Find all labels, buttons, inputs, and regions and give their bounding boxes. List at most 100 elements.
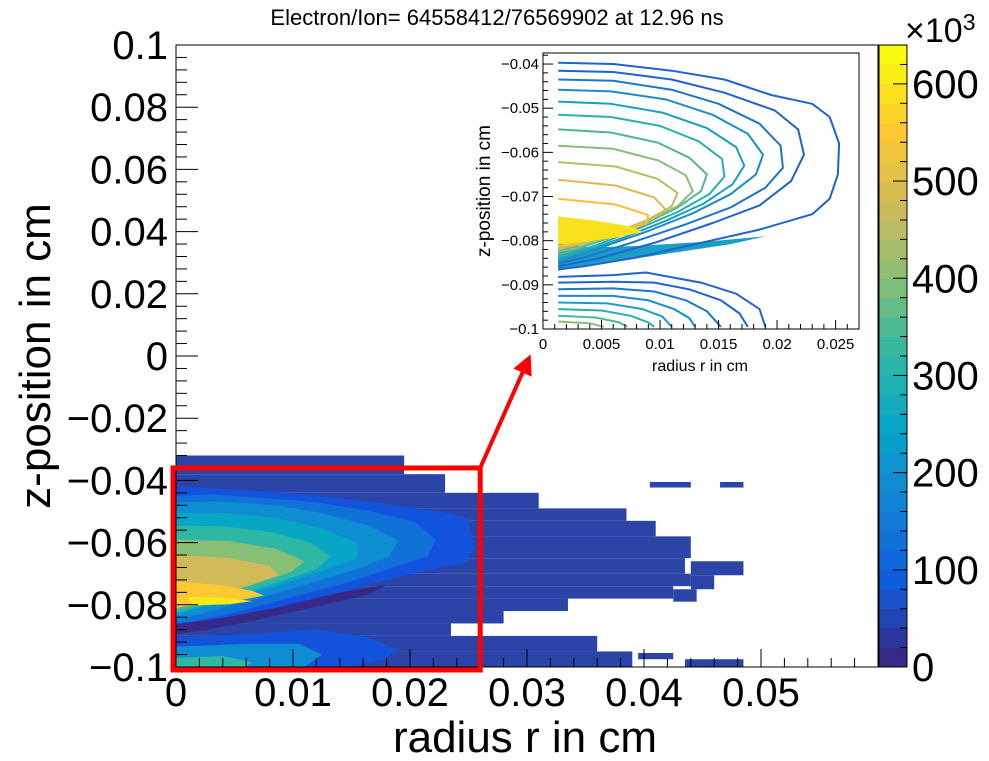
colorbar-band — [879, 414, 907, 435]
inset-lower-contour-3 — [558, 287, 722, 328]
zoom-arrow — [478, 354, 532, 469]
y-tick-label: −0.06 — [67, 522, 168, 566]
main-heatmap — [176, 455, 744, 667]
y-tick-label: −0.1 — [89, 646, 168, 690]
colorbar-band — [879, 569, 907, 590]
colorbar-band — [879, 181, 907, 201]
colorbar-band — [879, 64, 907, 85]
colorbar-band — [879, 278, 907, 299]
colorbar-tick-label: 400 — [912, 257, 979, 301]
inset-x-axis-label: radius r in cm — [652, 358, 748, 375]
inset-y-tick-label: −0.09 — [501, 277, 539, 294]
inset-contour-11 — [558, 197, 650, 247]
colorbar-band — [879, 608, 907, 629]
y-tick-label: 0.06 — [90, 148, 168, 192]
y-tick-label: −0.08 — [67, 584, 168, 628]
stray-cell — [673, 589, 697, 602]
inset-y-tick-label: −0.07 — [501, 189, 539, 206]
y-tick-label: −0.04 — [67, 459, 168, 503]
x-tick-label: 0.05 — [722, 671, 800, 715]
x-tick-label: 0 — [165, 671, 187, 715]
colorbar-band — [879, 103, 907, 124]
inset-lower-contour-2 — [558, 280, 749, 328]
inset-contour-8 — [557, 144, 694, 253]
zoom-highlight-box — [170, 465, 483, 673]
stray-cell — [649, 481, 691, 488]
inset-y-tick-label: −0.05 — [501, 100, 539, 117]
inset-lower-contour-5 — [558, 301, 673, 328]
colorbar-band — [879, 589, 907, 610]
inset-lower-contour-1 — [558, 271, 767, 328]
colorbar-tick-label: 300 — [912, 354, 979, 398]
colorbar-band — [879, 453, 907, 474]
colorbar-band — [879, 317, 907, 338]
x-tick-label: 0.02 — [371, 671, 449, 715]
colorbar-band — [879, 628, 907, 649]
y-axis-label: z-position in cm — [11, 203, 60, 509]
colorbar-band — [879, 45, 907, 65]
inset-contour-2 — [558, 69, 805, 268]
colorbar-band — [879, 550, 907, 571]
gap-band — [176, 584, 387, 634]
inset-x-tick-label: 0.01 — [645, 336, 674, 353]
y-tick-label: 0.1 — [112, 24, 168, 68]
colorbar-band — [879, 200, 907, 221]
colorbar-band — [879, 356, 907, 376]
colorbar-band — [879, 511, 907, 532]
inset-contours — [557, 61, 841, 328]
colorbar-band — [879, 394, 907, 415]
colorbar-band — [879, 375, 907, 396]
inset-x-tick-label: 0.015 — [700, 336, 738, 353]
y-tick-label: 0.08 — [90, 86, 168, 130]
inset-contour-1 — [558, 61, 841, 271]
y-tick-label: 0.02 — [90, 273, 168, 317]
colorbar-band — [879, 472, 907, 493]
colorbar-band — [879, 161, 907, 182]
inset-y-axis-label: z-position in cm — [474, 125, 495, 257]
stray-cell — [638, 653, 674, 660]
colorbar-tick-label: 500 — [912, 160, 979, 204]
colorbar-tick-label: 600 — [912, 63, 979, 107]
colorbar: 0 100 200 300 400 500 600 — [878, 44, 979, 690]
inset-axes: 0 0.005 0.01 0.015 0.02 0.025 −0.04 −0.05 −0.06 −… — [501, 54, 860, 353]
inset-contour-4 — [557, 88, 764, 263]
colorbar-tick-label: 200 — [912, 452, 979, 496]
colorbar-band — [879, 492, 907, 512]
coarse-cell — [176, 474, 446, 493]
colorbar-band — [879, 122, 907, 143]
chart-title: Electron/Ion= 64558412/76569902 at 12.96… — [270, 5, 723, 30]
inset-lower-contour-4 — [558, 294, 696, 328]
inset-lower-contour-8 — [558, 320, 605, 328]
main-axes: 0 0.01 0.02 0.03 0.04 0.05 0.1 0.08 0.06 0.04 0.02… — [67, 24, 879, 715]
inset-x-tick-label: 0.025 — [817, 336, 855, 353]
colorbar-band — [879, 336, 907, 357]
stray-cell — [720, 481, 744, 488]
colorbar-band — [879, 530, 907, 551]
colorbar-tick-label: 100 — [912, 549, 979, 593]
x-tick-label: 0.04 — [605, 671, 683, 715]
colorbar-band — [879, 647, 907, 668]
colorbar-band — [879, 83, 907, 104]
y-tick-label: 0.04 — [90, 211, 168, 255]
colorbar-tick-label: 0 — [912, 646, 934, 690]
inset-y-tick-label: −0.1 — [509, 321, 539, 338]
colorbar-band — [879, 219, 907, 240]
x-tick-label: 0.01 — [254, 671, 332, 715]
inset-contour-3 — [557, 78, 784, 265]
lower-lobe-level-3 — [176, 656, 253, 667]
y-tick-label: −0.02 — [67, 397, 168, 441]
y-tick-label: 0 — [146, 335, 168, 379]
colorbar-band — [879, 433, 907, 454]
colorbar-band — [879, 297, 907, 318]
x-axis-label: radius r in cm — [393, 713, 657, 756]
stray-cell — [690, 561, 744, 576]
inset-contour-5 — [557, 100, 746, 261]
x-tick-label: 0.03 — [488, 671, 566, 715]
inset-contour-7 — [557, 128, 708, 256]
colorbar-band — [879, 258, 907, 279]
coarse-cell — [176, 455, 405, 475]
colorbar-multiplier: ×103 — [905, 9, 975, 50]
inset-y-tick-label: −0.08 — [501, 233, 539, 250]
